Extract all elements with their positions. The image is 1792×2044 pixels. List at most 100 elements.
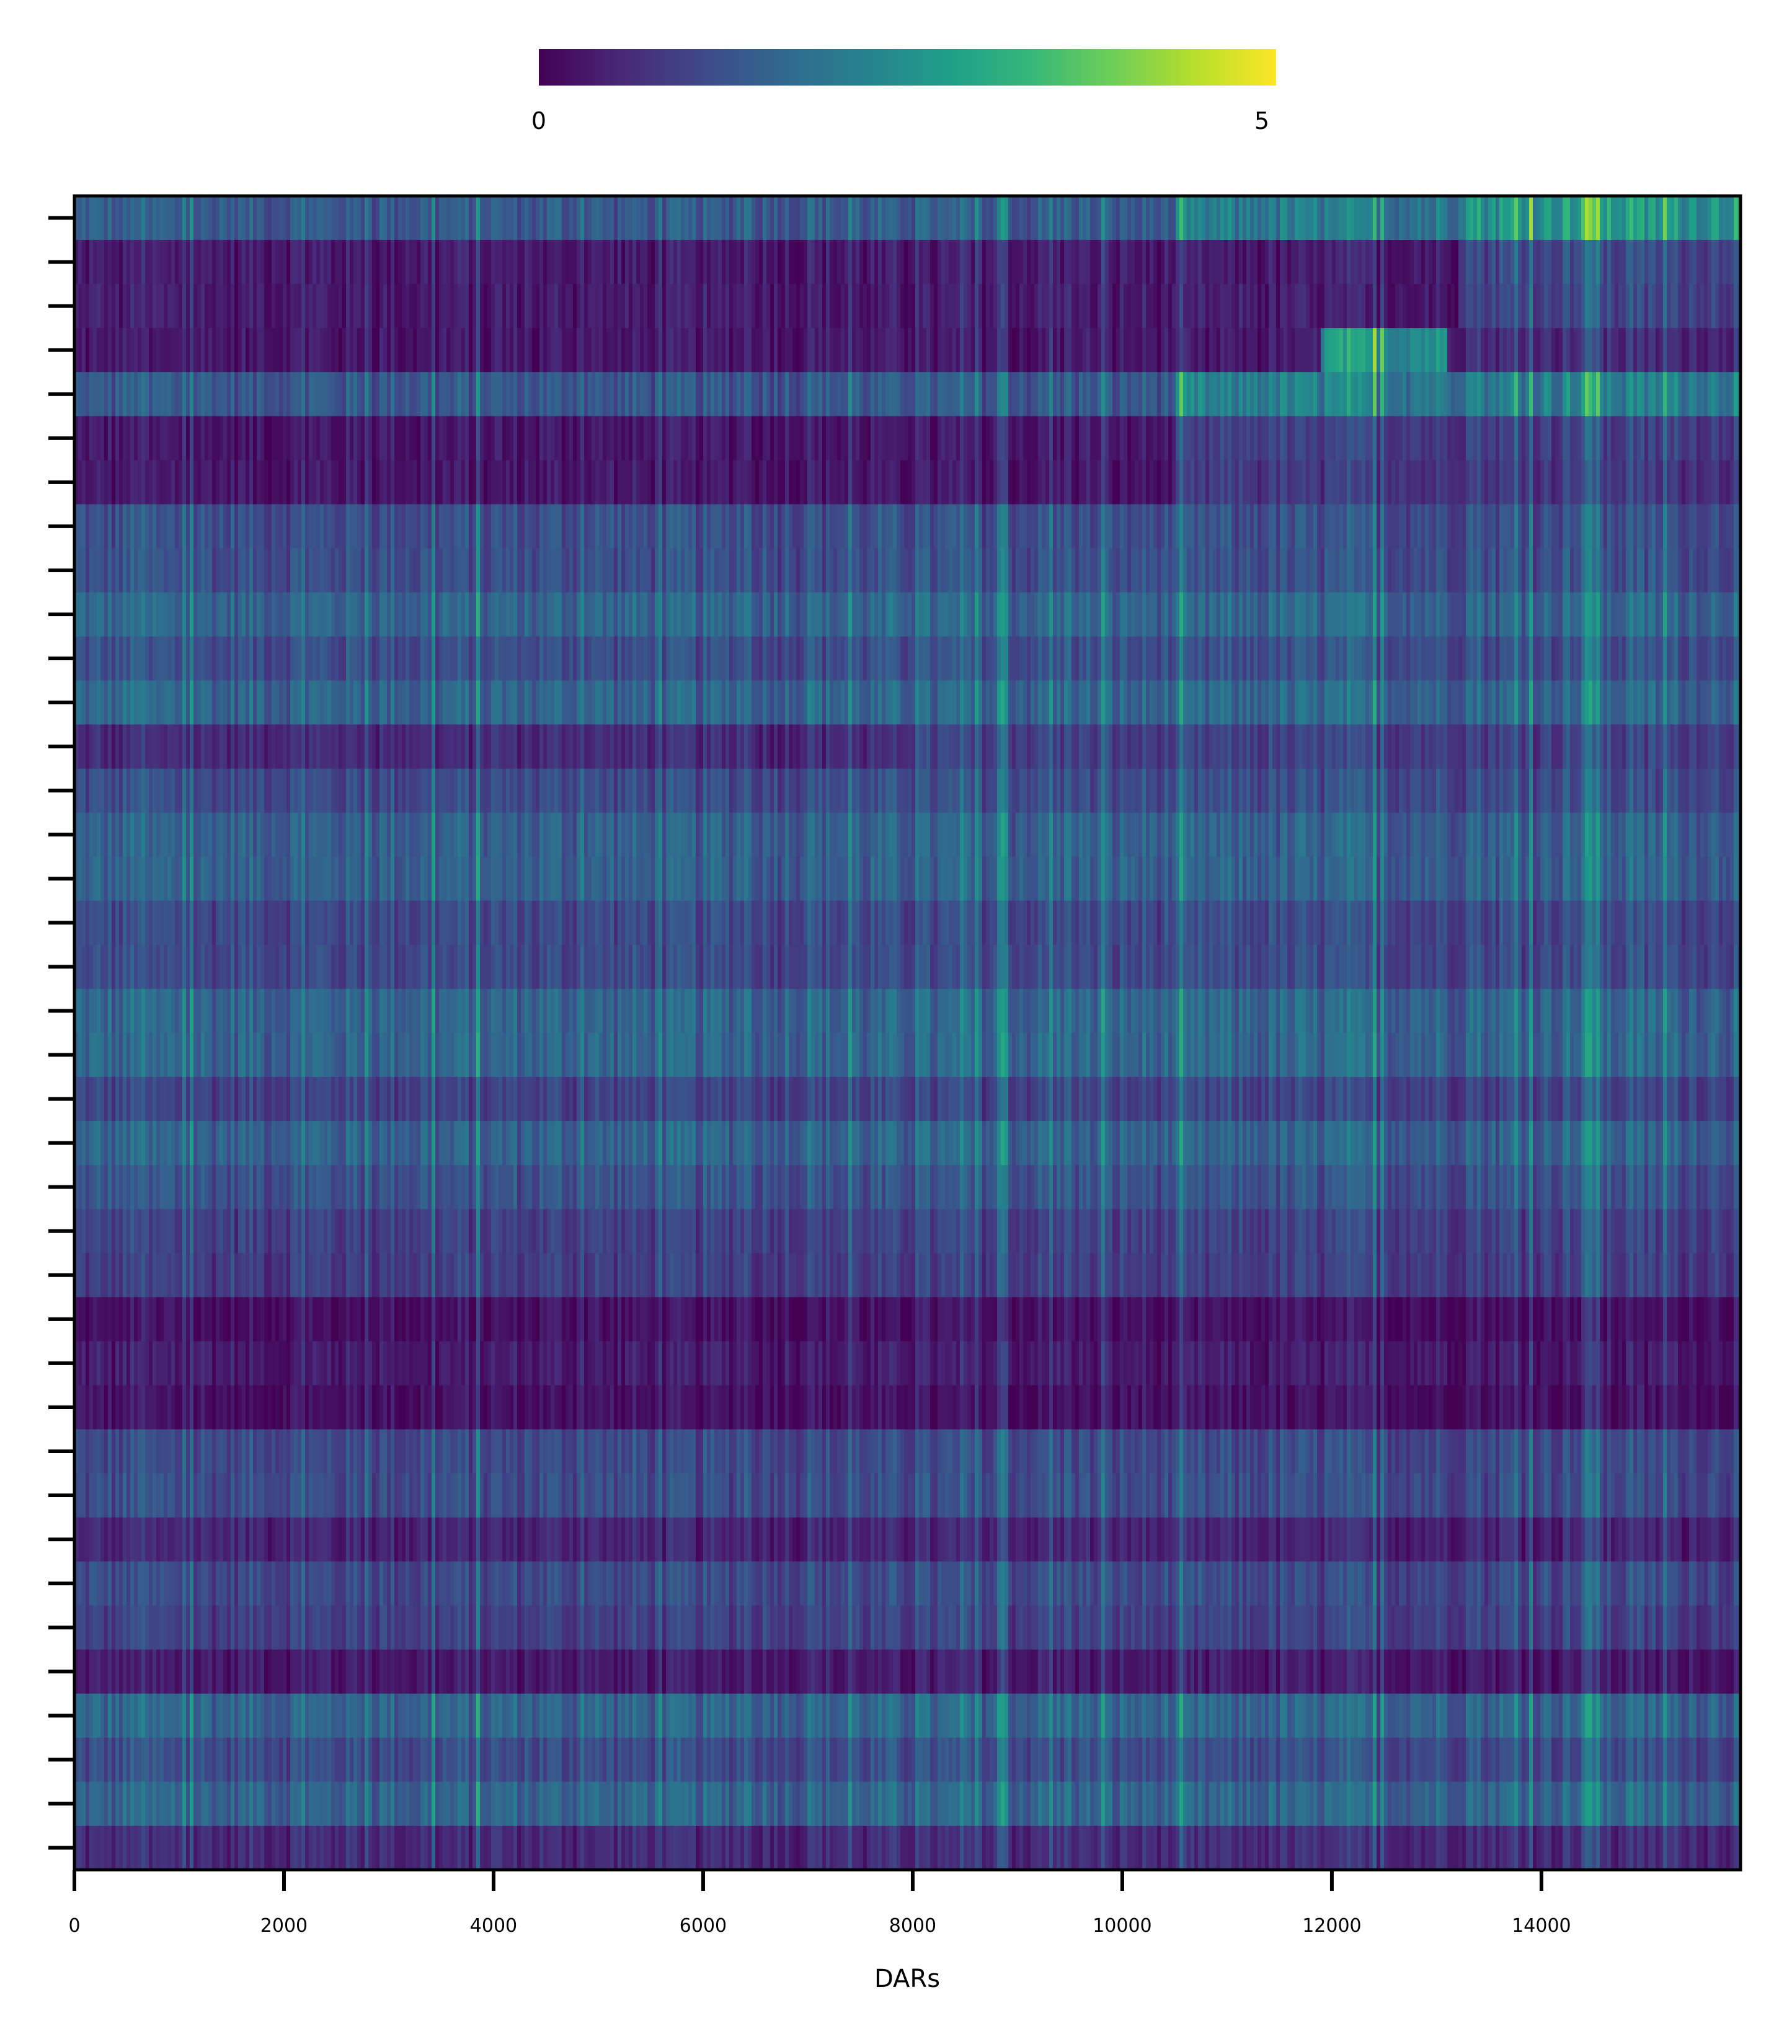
heatmap-cell [346, 240, 350, 285]
heatmap-cell [714, 240, 719, 285]
heatmap-cell [376, 196, 380, 241]
heatmap-cell [1399, 328, 1403, 373]
heatmap-cell [1403, 372, 1407, 417]
heatmap-cell [357, 328, 362, 373]
heatmap-cell [1142, 504, 1147, 549]
heatmap-cell [1239, 328, 1243, 373]
heatmap-cell [1295, 416, 1299, 461]
heatmap-cell [573, 504, 577, 549]
heatmap-cell [279, 636, 283, 681]
heatmap-cell [1473, 548, 1478, 593]
heatmap-cell [260, 416, 265, 461]
heatmap-cell [1183, 548, 1187, 593]
heatmap-row-3 [74, 328, 1742, 373]
heatmap-cell [923, 592, 927, 637]
heatmap-cell [74, 460, 79, 505]
heatmap-cell [614, 284, 618, 329]
heatmap-cell [1600, 504, 1604, 549]
heatmap-cell [897, 328, 901, 373]
heatmap-cell [327, 196, 332, 241]
heatmap-cell [502, 416, 507, 461]
heatmap-cell [268, 372, 272, 417]
heatmap-cell [1298, 284, 1303, 329]
heatmap-cell [986, 460, 990, 505]
heatmap-cell [1198, 548, 1202, 593]
heatmap-cell [1202, 284, 1206, 329]
heatmap-cell [1083, 636, 1087, 681]
heatmap-cell [461, 372, 466, 417]
heatmap-cell [126, 372, 131, 417]
heatmap-cell [833, 372, 838, 417]
heatmap-cell [1053, 328, 1057, 373]
heatmap-cell [193, 284, 198, 329]
heatmap-cell [647, 592, 652, 637]
heatmap-cell [1481, 460, 1485, 505]
heatmap-cell [179, 592, 183, 637]
heatmap-cell [1611, 548, 1615, 593]
heatmap-cell [1354, 196, 1359, 241]
heatmap-cell [770, 328, 774, 373]
heatmap-cell [908, 284, 912, 329]
heatmap-cell [1659, 460, 1664, 505]
heatmap-cell [353, 636, 358, 681]
heatmap-cell [1109, 636, 1113, 681]
heatmap-cell [1358, 592, 1362, 637]
heatmap-cell [1466, 328, 1470, 373]
heatmap-cell [725, 416, 730, 461]
heatmap-cell [1042, 636, 1046, 681]
heatmap-cell [1577, 416, 1582, 461]
heatmap-cell [885, 196, 890, 241]
heatmap-cell [1161, 284, 1165, 329]
heatmap-cell [1172, 328, 1176, 373]
heatmap-cell [744, 328, 748, 373]
heatmap-cell [417, 504, 421, 549]
heatmap-cell [1358, 636, 1362, 681]
heatmap-cell [472, 460, 477, 505]
heatmap-cell [1150, 460, 1154, 505]
heatmap-cell [949, 592, 953, 637]
heatmap-cell [74, 196, 79, 241]
heatmap-cell [331, 416, 335, 461]
heatmap-cell [305, 636, 309, 681]
heatmap-cell [1622, 592, 1626, 637]
heatmap-cell [402, 196, 406, 241]
heatmap-cell [1432, 548, 1437, 593]
heatmap-cell [863, 504, 867, 549]
heatmap-cell [763, 636, 767, 681]
heatmap-cell [279, 240, 283, 285]
heatmap-cell [975, 636, 979, 681]
heatmap-cell [1343, 416, 1347, 461]
heatmap-cell [446, 592, 451, 637]
heatmap-cell [885, 416, 890, 461]
heatmap-cell [1417, 240, 1422, 285]
heatmap-cell [268, 504, 272, 549]
heatmap-cell [197, 460, 202, 505]
heatmap-cell [327, 284, 332, 329]
heatmap-cell [952, 284, 957, 329]
heatmap-cell [1406, 284, 1411, 329]
heatmap-cell [696, 372, 700, 417]
heatmap-cell [614, 592, 618, 637]
heatmap-cell [309, 460, 313, 505]
heatmap-cell [1079, 372, 1083, 417]
heatmap-cell [874, 504, 879, 549]
heatmap-cell [662, 460, 667, 505]
heatmap-cell [1246, 196, 1251, 241]
heatmap-cell [249, 196, 254, 241]
heatmap-cell [238, 460, 242, 505]
heatmap-cell [636, 416, 641, 461]
heatmap-cell [681, 284, 685, 329]
heatmap-cell [1291, 548, 1295, 593]
heatmap-cell [1164, 240, 1169, 285]
heatmap-cell [673, 548, 678, 593]
heatmap-cell [971, 328, 975, 373]
heatmap-cell [1451, 460, 1455, 505]
heatmap-cell [227, 680, 231, 725]
heatmap-cell [1179, 240, 1184, 285]
heatmap-cell [1339, 460, 1344, 505]
heatmap-cell [290, 240, 295, 285]
heatmap-cell [539, 372, 544, 417]
heatmap-cell [852, 372, 856, 417]
heatmap-cell [153, 416, 157, 461]
heatmap-cell [1150, 548, 1154, 593]
